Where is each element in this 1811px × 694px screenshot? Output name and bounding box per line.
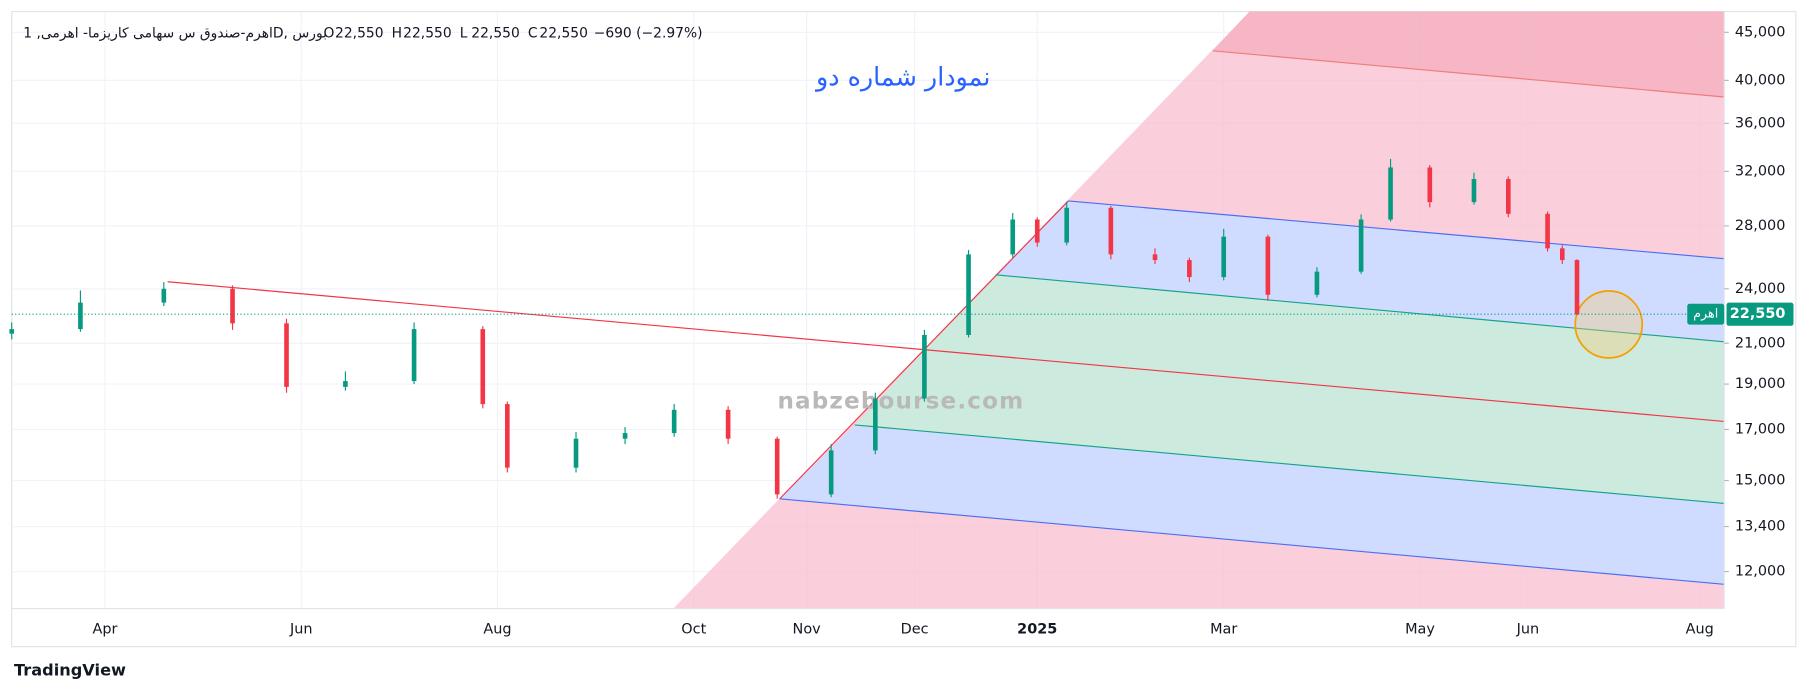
candle-body bbox=[1010, 219, 1016, 255]
candle-body bbox=[284, 323, 289, 387]
candle-body bbox=[1265, 236, 1271, 295]
x-tick-label: Jun bbox=[289, 621, 313, 637]
candle-body bbox=[922, 334, 927, 399]
candle-body bbox=[873, 398, 878, 451]
y-tick-label: 40,000 bbox=[1735, 72, 1785, 88]
candle-body bbox=[725, 409, 731, 439]
x-tick-label: 2025 bbox=[1017, 621, 1057, 637]
candle-body bbox=[411, 329, 417, 382]
fan-upper-area bbox=[1212, 11, 1725, 97]
watermark: nabzebourse.com bbox=[777, 388, 1024, 414]
candle-body bbox=[1314, 271, 1320, 295]
candle-body bbox=[1187, 260, 1192, 278]
x-tick-label: Nov bbox=[793, 621, 822, 637]
ohlc-label: O bbox=[324, 25, 335, 41]
x-tick-label: Mar bbox=[1210, 621, 1237, 637]
candle-body bbox=[161, 288, 167, 303]
candle-body bbox=[1545, 213, 1550, 249]
x-tick-label: Aug bbox=[483, 621, 511, 637]
y-tick-label: 36,000 bbox=[1735, 115, 1785, 131]
highlight-circle bbox=[1574, 290, 1644, 359]
ohlc-label: L bbox=[460, 25, 468, 41]
x-tick-label: Aug bbox=[1686, 621, 1714, 637]
channel-line bbox=[995, 274, 1725, 343]
candle-body bbox=[343, 381, 348, 387]
y-tick-label: 15,000 bbox=[1735, 473, 1785, 489]
candle-body bbox=[505, 404, 510, 468]
y-tick-label: 28,000 bbox=[1735, 218, 1785, 234]
candle-body bbox=[1574, 260, 1580, 315]
candle-body bbox=[1559, 248, 1565, 261]
y-tick-label: 17,000 bbox=[1735, 421, 1785, 437]
channel-area bbox=[779, 424, 1725, 585]
channel-line bbox=[1068, 200, 1725, 260]
annotation: نمودار شماره دو bbox=[814, 62, 990, 93]
channel-area bbox=[854, 274, 1725, 504]
y-tick-label: 32,000 bbox=[1735, 163, 1785, 179]
x-tick-label: Jun bbox=[1516, 621, 1540, 637]
channel-line bbox=[779, 498, 1725, 585]
candle-body bbox=[1034, 219, 1040, 243]
channel-line bbox=[854, 424, 1725, 505]
last-price-label-bg bbox=[1726, 302, 1794, 326]
candles bbox=[9, 158, 1580, 499]
ohlc-value: 22,550 bbox=[539, 25, 587, 41]
y-tick-label: 45,000 bbox=[1735, 24, 1785, 40]
last-price-tag-bg bbox=[1687, 303, 1725, 325]
candle-body bbox=[1064, 207, 1070, 243]
last-price-tag: اهرم bbox=[1693, 306, 1718, 322]
ohlc-value: 22,550 bbox=[403, 25, 451, 41]
brand: TradingView bbox=[14, 660, 126, 679]
candle-body bbox=[78, 302, 83, 330]
last-price-label: 22,550 bbox=[1730, 306, 1786, 322]
x-tick-label: Apr bbox=[92, 621, 117, 637]
y-tick-label: 24,000 bbox=[1735, 281, 1785, 297]
x-tick-label: May bbox=[1405, 621, 1435, 637]
candle-body bbox=[1471, 178, 1477, 203]
symbol-title: اهرم-صندوق س سهامی کاریزما- اهرمی, 1D, ب… bbox=[23, 25, 327, 41]
x-tick-label: Oct bbox=[681, 621, 706, 637]
candle-body bbox=[828, 450, 834, 495]
candle-body bbox=[9, 329, 15, 334]
candle-body bbox=[480, 329, 486, 405]
change: −690 (−2.97%) bbox=[594, 25, 703, 41]
y-tick-label: 21,000 bbox=[1735, 335, 1785, 351]
candle-body bbox=[671, 409, 677, 434]
candle-body bbox=[1427, 167, 1433, 203]
candle-body bbox=[230, 288, 235, 324]
candle-body bbox=[1506, 178, 1511, 214]
candle-body bbox=[966, 254, 971, 335]
ohlc-value: 22,550 bbox=[471, 25, 519, 41]
candle-body bbox=[774, 438, 780, 495]
y-tick-label: 13,400 bbox=[1735, 519, 1785, 535]
candle-body bbox=[1108, 207, 1114, 255]
ohlc-label: H bbox=[392, 25, 402, 41]
candle-body bbox=[1388, 167, 1393, 220]
candle-body bbox=[622, 433, 628, 439]
fan-line bbox=[1212, 50, 1725, 98]
candle-body bbox=[1358, 219, 1364, 272]
candle-body bbox=[1152, 254, 1158, 261]
median-line bbox=[167, 281, 1725, 423]
ohlc-label: C bbox=[528, 25, 538, 41]
candle-body bbox=[1221, 236, 1227, 278]
candle-body bbox=[573, 438, 579, 468]
y-tick-label: 19,000 bbox=[1735, 376, 1785, 392]
y-tick-label: 12,000 bbox=[1735, 564, 1785, 580]
x-tick-label: Dec bbox=[901, 621, 929, 637]
ohlc-value: 22,550 bbox=[335, 25, 383, 41]
